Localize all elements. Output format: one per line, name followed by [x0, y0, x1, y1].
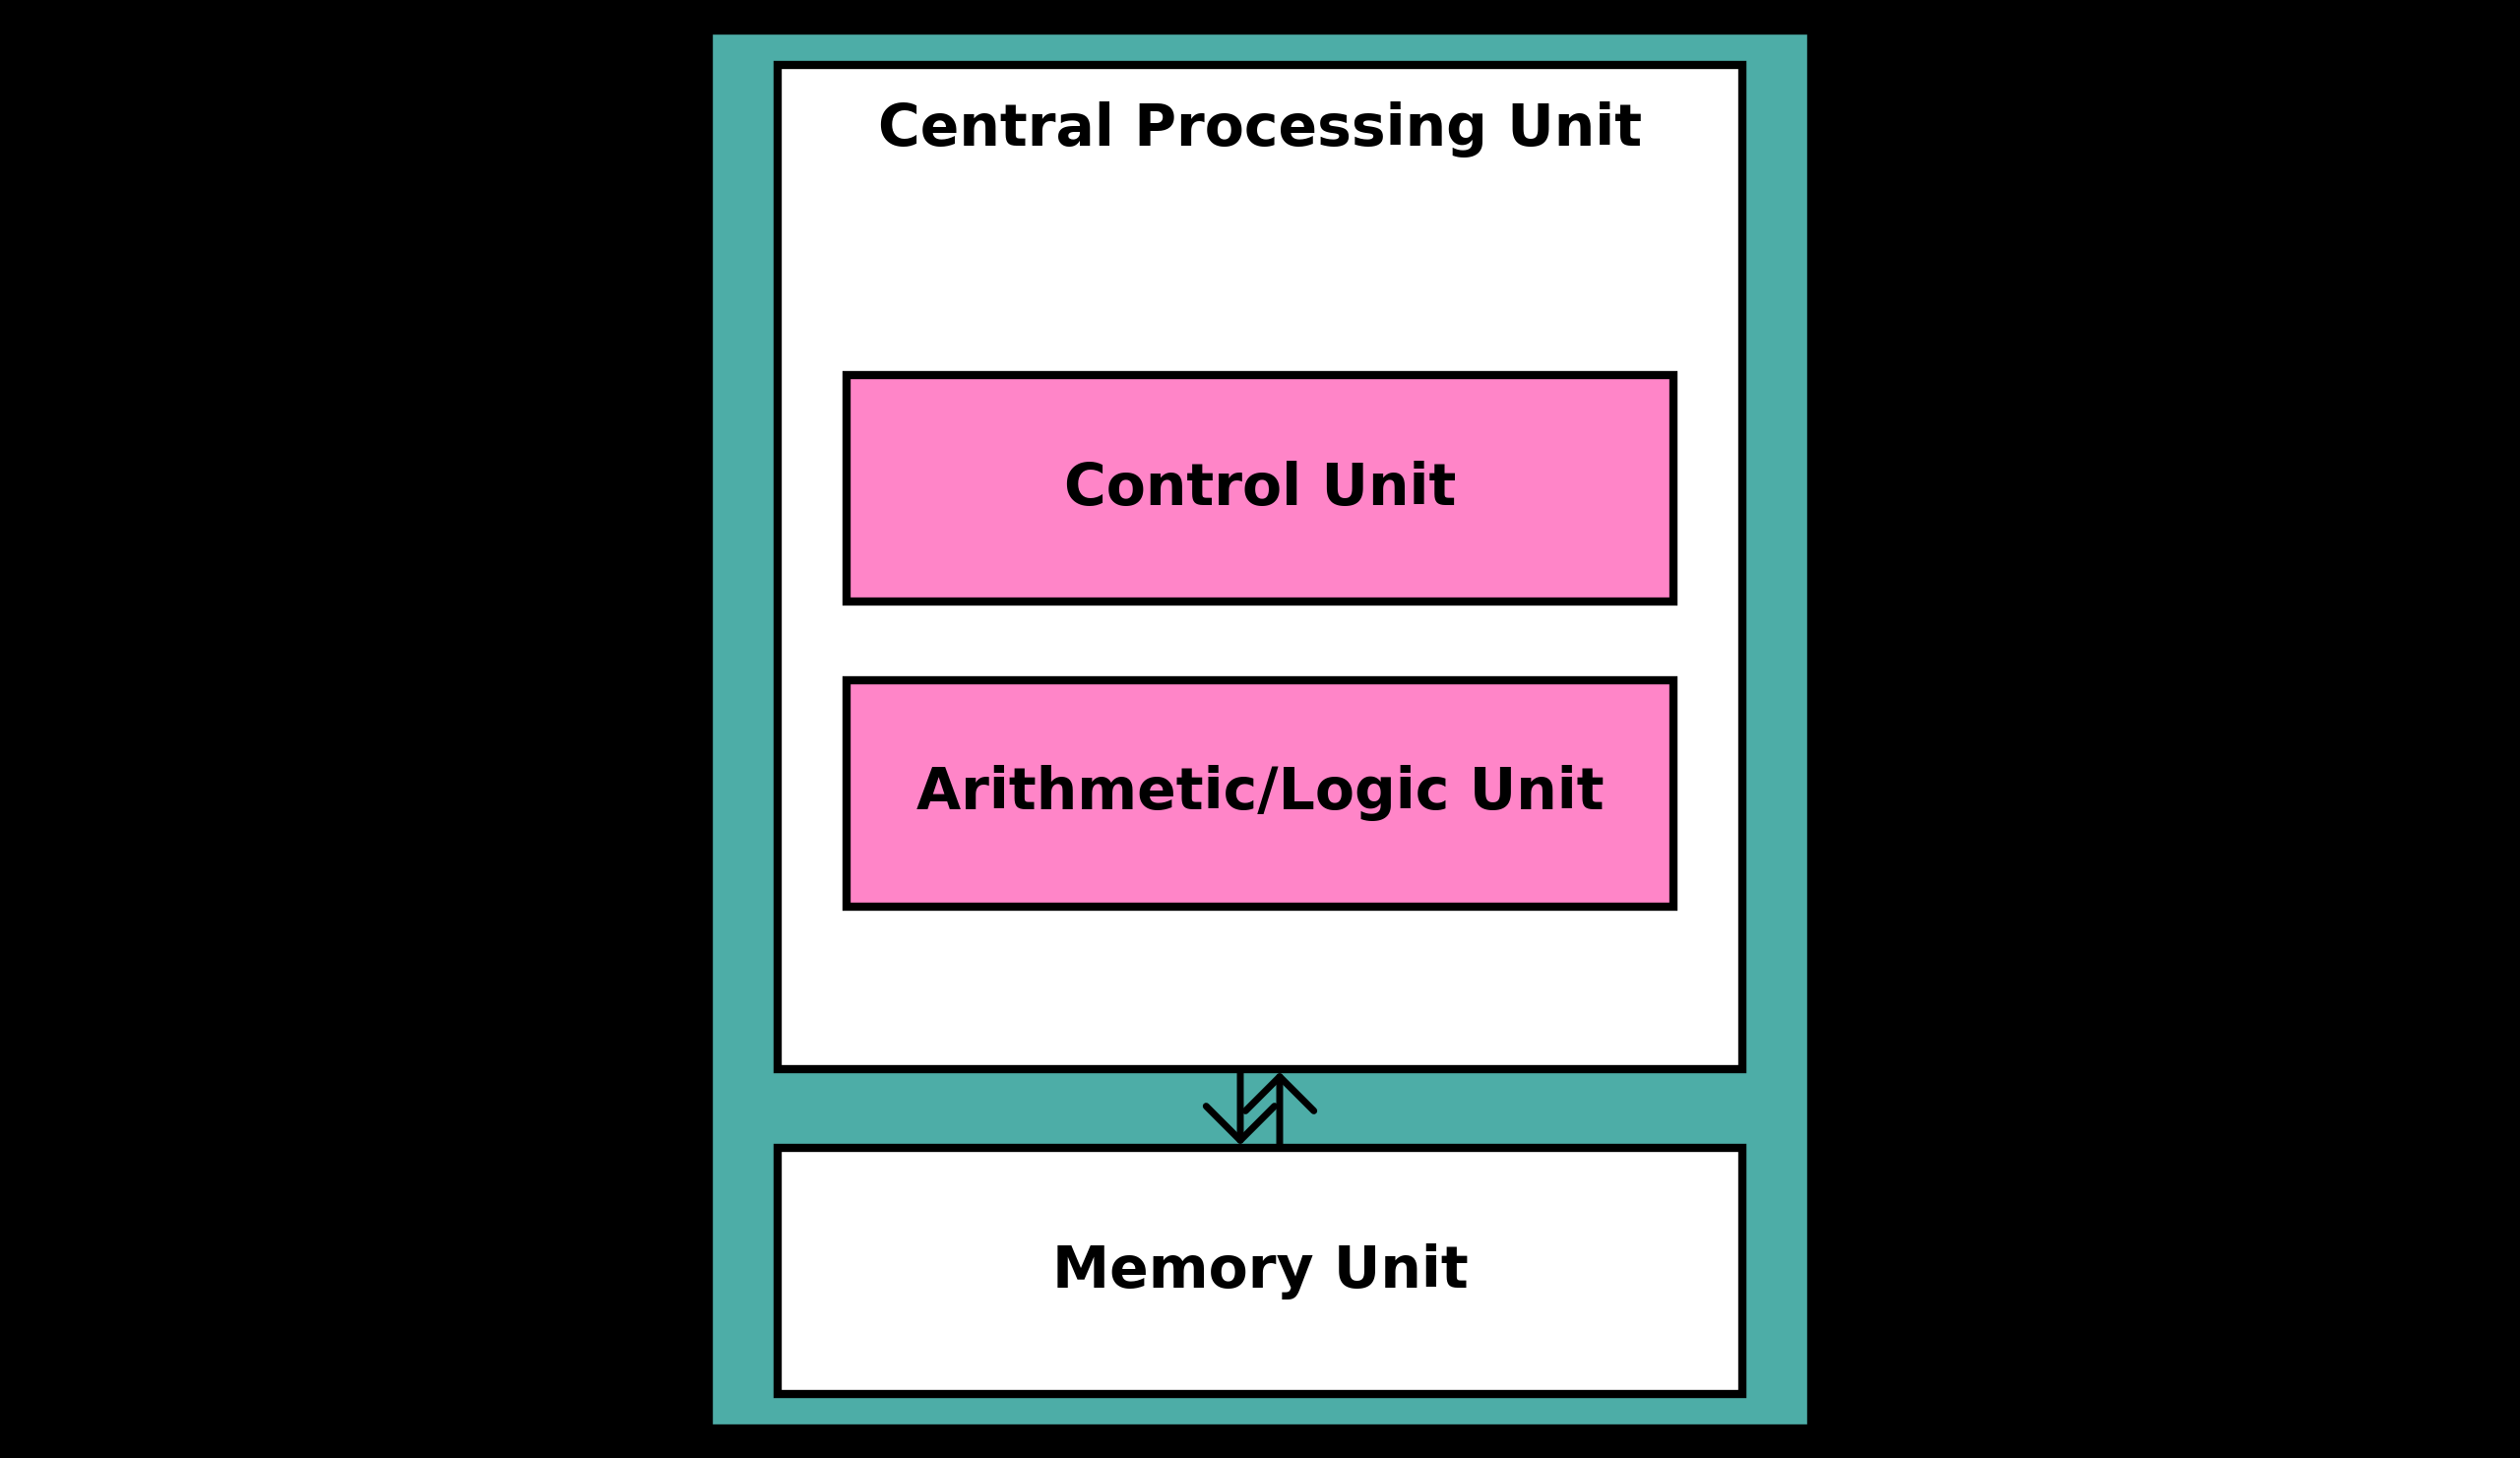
Bar	[779, 1147, 1741, 1394]
Bar	[779, 66, 1741, 1069]
Text: Control Unit: Control Unit	[1063, 461, 1457, 518]
Bar	[847, 681, 1673, 907]
Text: Central Processing Unit: Central Processing Unit	[877, 101, 1643, 157]
Text: Memory Unit: Memory Unit	[1051, 1242, 1469, 1299]
Text: Arithmetic/Logic Unit: Arithmetic/Logic Unit	[917, 765, 1603, 821]
Bar	[847, 375, 1673, 602]
Bar	[708, 31, 1812, 1429]
